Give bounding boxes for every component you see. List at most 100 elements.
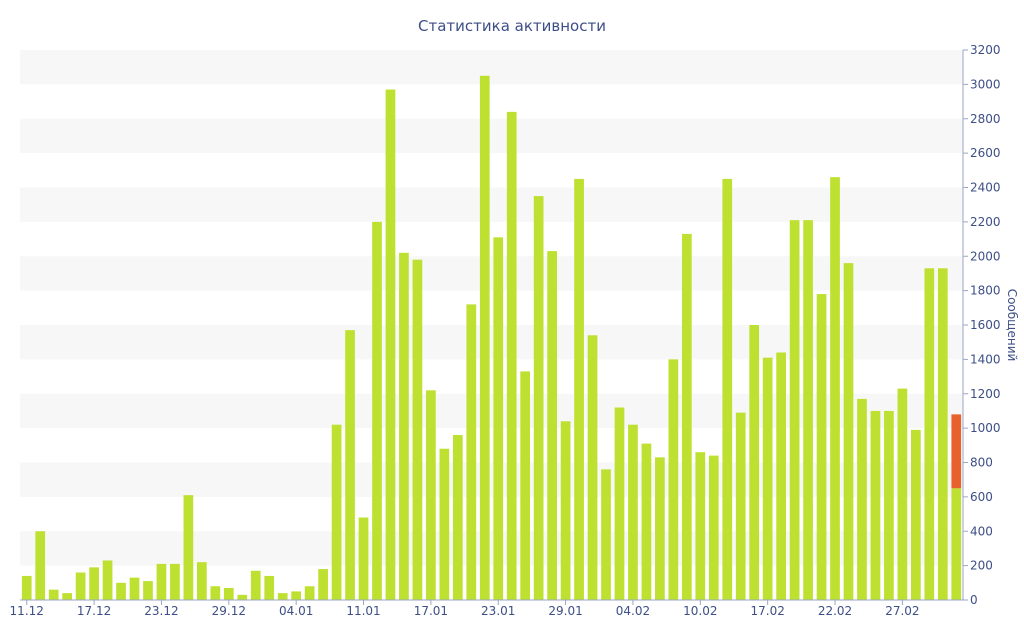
- bar: [722, 178, 733, 600]
- y-tick-label: 1800: [970, 284, 1001, 298]
- grid-band: [20, 118, 963, 154]
- bar: [156, 563, 167, 600]
- bar: [170, 563, 180, 600]
- y-tick-label: 1000: [970, 421, 1001, 435]
- bar: [803, 220, 813, 600]
- y-tick-label: 2800: [970, 112, 1001, 126]
- bar: [520, 371, 531, 600]
- bar: [291, 591, 302, 600]
- bar: [506, 111, 517, 600]
- bar: [749, 325, 760, 600]
- y-tick-label: 1400: [970, 352, 1001, 366]
- y-tick-label: 0: [970, 593, 978, 607]
- y-tick-label: 400: [970, 524, 993, 538]
- bar: [911, 429, 921, 600]
- bar: [951, 488, 962, 600]
- bar: [601, 469, 611, 600]
- bar: [426, 390, 436, 600]
- bar: [197, 562, 207, 600]
- bar: [479, 75, 490, 600]
- x-tick-label: 04.01: [279, 604, 313, 618]
- bar: [331, 424, 342, 600]
- bar: [89, 567, 99, 600]
- bar: [547, 251, 557, 600]
- y-axis-label: Сообщений: [1005, 289, 1019, 362]
- bar: [681, 233, 692, 600]
- y-tick-label: 600: [970, 490, 993, 504]
- bar-series: [21, 75, 962, 600]
- bar: [345, 330, 355, 600]
- y-tick-label: 2600: [970, 146, 1001, 160]
- bar: [830, 177, 840, 600]
- bar: [304, 586, 315, 600]
- bar: [789, 220, 800, 600]
- bar: [277, 593, 288, 600]
- bar: [628, 424, 638, 600]
- x-tick-label: 17.01: [414, 604, 448, 618]
- bar: [884, 410, 894, 600]
- x-tick-label: 23.01: [481, 604, 515, 618]
- bar: [452, 435, 463, 600]
- bar: [102, 560, 113, 600]
- bar: [62, 593, 72, 600]
- chart-title: Статистика активности: [418, 17, 606, 35]
- y-tick-label: 800: [970, 456, 993, 470]
- grid-band: [20, 187, 963, 222]
- bar: [924, 268, 935, 600]
- bar: [264, 575, 275, 600]
- x-tick-label: 29.12: [212, 604, 246, 618]
- bar: [143, 581, 153, 600]
- bar: [35, 531, 46, 600]
- x-axis-ticks: 11.12 17.12 23.12 29.12 04.01 11.01 17.01 23.01…: [10, 600, 920, 618]
- x-tick-label: 17.12: [77, 604, 111, 618]
- x-tick-label: 23.12: [144, 604, 178, 618]
- bar: [223, 587, 234, 600]
- y-axis-ticks: 0 200 400 600 800 1000 1200 1400 1600 1800 2000 220…: [963, 43, 1001, 607]
- bar: [843, 263, 854, 600]
- bar: [399, 252, 409, 600]
- bar: [48, 589, 59, 600]
- bar: [560, 421, 571, 600]
- bar: [937, 268, 948, 600]
- y-tick-label: 2200: [970, 215, 1001, 229]
- bar: [493, 237, 504, 600]
- bar: [762, 357, 773, 600]
- x-tick-label: 22.02: [818, 604, 852, 618]
- bar: [21, 575, 32, 600]
- bar: [129, 577, 140, 600]
- grid-band: [20, 50, 963, 85]
- bar: [574, 178, 584, 600]
- y-tick-label: 3000: [970, 77, 1001, 91]
- bar: [358, 517, 369, 600]
- bar: [183, 495, 194, 600]
- bar: [75, 572, 86, 600]
- y-tick-label: 2000: [970, 249, 1001, 263]
- bar: [372, 221, 382, 600]
- bar-highlight: [951, 414, 962, 489]
- y-tick-label: 2400: [970, 181, 1001, 195]
- bar: [816, 294, 827, 600]
- bar: [655, 457, 665, 600]
- bar: [695, 452, 706, 600]
- bar: [439, 448, 450, 600]
- bar: [870, 410, 881, 600]
- grid-band: [20, 256, 963, 291]
- y-tick-label: 1600: [970, 318, 1001, 332]
- bar: [116, 582, 126, 600]
- y-tick-label: 3200: [970, 43, 1001, 57]
- x-tick-label: 29.01: [548, 604, 582, 618]
- bar: [318, 569, 328, 600]
- bar: [614, 407, 625, 600]
- x-tick-label: 11.01: [346, 604, 380, 618]
- bar: [897, 388, 908, 600]
- x-tick-label: 11.12: [10, 604, 44, 618]
- bar: [412, 259, 423, 600]
- bar: [250, 570, 261, 600]
- bar: [533, 196, 544, 600]
- bar: [237, 594, 248, 600]
- x-tick-label: 04.02: [616, 604, 650, 618]
- bar: [708, 455, 719, 600]
- bar: [776, 352, 786, 600]
- bar: [735, 412, 746, 600]
